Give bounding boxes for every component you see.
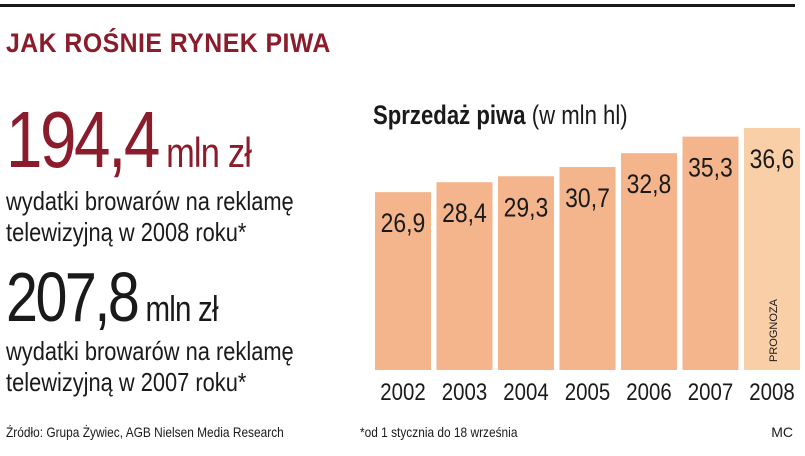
stat-2008-description: wydatki browarów na reklamę telewizyjną …	[6, 186, 294, 247]
bar-2003	[436, 182, 493, 370]
footnote: *od 1 stycznia do 18 września	[360, 424, 518, 440]
bar-2007	[682, 136, 739, 370]
stat-2007-figure: 207,8 mln zł	[6, 262, 219, 332]
forecast-label: PROGNOZA	[768, 298, 780, 362]
bar-2002	[375, 192, 431, 370]
category-label-2002: 2002	[380, 378, 425, 405]
stat-2007-unit: mln zł	[145, 288, 219, 329]
bar-2005	[559, 167, 616, 370]
stat-2007-value: 207,8	[6, 258, 140, 336]
value-label-2003: 28,4	[442, 199, 487, 229]
stat-2008-figure: 194,4 mln zł	[6, 100, 252, 180]
value-label-2002: 26,9	[381, 208, 426, 238]
beer-sales-bar-chart: 26,9 2002 28,4 2003 29,3 2004 30,7 2005 32,8 2006…	[375, 128, 800, 405]
category-label-2003: 2003	[442, 378, 487, 405]
chart-title: Sprzedaż piwa (w mln hl)	[373, 100, 628, 131]
category-label-2008: 2008	[749, 378, 794, 405]
value-label-2006: 32,8	[627, 169, 672, 199]
stat-2008: 194,4 mln zł wydatki browarów na reklamę …	[6, 100, 406, 248]
value-label-2004: 29,3	[504, 193, 549, 223]
top-rule	[0, 4, 795, 7]
category-label-2005: 2005	[565, 378, 610, 405]
source-note: Źródło: Grupa Żywiec, AGB Nielsen Media …	[6, 424, 284, 440]
value-label-2008: 36,6	[750, 144, 795, 174]
headline: JAK ROŚNIE RYNEK PIWA	[6, 28, 331, 58]
category-label-2004: 2004	[503, 378, 548, 405]
credit: MC	[771, 424, 793, 440]
value-label-2007: 35,3	[688, 153, 733, 183]
category-label-2007: 2007	[688, 378, 733, 405]
stat-2007-description: wydatki browarów na reklamę telewizyjną …	[6, 336, 294, 397]
bar-2006	[621, 153, 677, 370]
stat-2008-unit: mln zł	[166, 129, 252, 176]
bar-2004	[498, 176, 554, 370]
value-label-2005: 30,7	[565, 183, 610, 213]
chart-title-unit: (w mln hl)	[531, 100, 628, 130]
stat-2007: 207,8 mln zł wydatki browarów na reklamę …	[6, 262, 406, 398]
stat-2008-value: 194,4	[6, 95, 160, 184]
category-label-2006: 2006	[626, 378, 671, 405]
bar-2008	[744, 128, 800, 370]
chart-title-main: Sprzedaż piwa	[373, 100, 526, 130]
